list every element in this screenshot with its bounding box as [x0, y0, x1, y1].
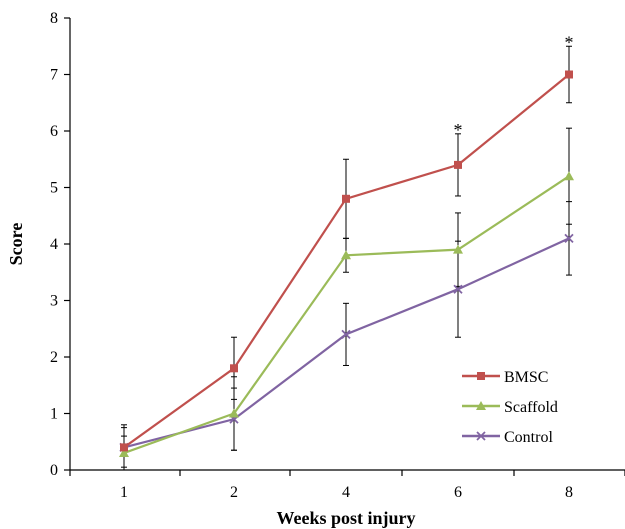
x-tick-label: 4 — [342, 484, 350, 501]
y-tick-label: 6 — [50, 123, 58, 140]
significance-asterisk: * — [454, 120, 463, 140]
y-tick-label: 5 — [50, 180, 58, 197]
x-tick-label: 1 — [120, 484, 128, 501]
significance-annotations: ** — [454, 32, 574, 140]
y-ticks: 0 1 2 3 4 5 6 7 8 — [50, 10, 70, 479]
data-point — [477, 372, 485, 380]
data-point — [230, 364, 238, 373]
y-axis-title: Score — [6, 223, 26, 266]
y-tick-label: 4 — [50, 236, 58, 253]
significance-asterisk: * — [565, 32, 574, 52]
legend-item: BMSC — [462, 369, 548, 386]
data-point — [342, 194, 350, 203]
legend-label: Scaffold — [504, 399, 558, 416]
y-tick-label: 1 — [50, 406, 58, 423]
legend-label: BMSC — [504, 369, 548, 386]
data-point-stroke — [476, 431, 486, 441]
data-point — [229, 408, 239, 418]
data-point-stroke — [341, 329, 351, 340]
x-tick-label: 2 — [230, 484, 238, 501]
data-point — [453, 244, 463, 254]
data-point — [564, 233, 574, 243]
series-lines — [119, 70, 574, 458]
y-tick-label: 3 — [50, 293, 58, 310]
x-axis-title: Weeks post injury — [276, 508, 415, 528]
x-ticks: 1 2 4 6 8 — [69, 470, 625, 501]
legend: BMSC Scaffold Control — [462, 369, 558, 446]
data-point — [476, 431, 486, 441]
data-point — [453, 284, 463, 294]
y-tick-label: 2 — [50, 349, 58, 366]
data-point — [564, 171, 574, 181]
data-point-stroke — [564, 233, 574, 243]
data-point — [454, 160, 462, 169]
data-point — [119, 448, 129, 458]
x-tick-label: 8 — [565, 484, 573, 501]
y-tick-label: 0 — [50, 462, 58, 479]
legend-item: Control — [462, 429, 553, 446]
data-point — [120, 443, 128, 452]
legend-label: Control — [504, 429, 553, 446]
legend-item: Scaffold — [462, 399, 558, 416]
data-point — [341, 329, 351, 340]
y-tick-label: 8 — [50, 10, 58, 27]
data-point-stroke — [453, 284, 463, 294]
data-point — [476, 401, 486, 410]
x-tick-label: 6 — [454, 484, 462, 501]
data-point — [341, 250, 351, 260]
y-tick-label: 7 — [50, 67, 58, 84]
data-point — [565, 70, 573, 79]
